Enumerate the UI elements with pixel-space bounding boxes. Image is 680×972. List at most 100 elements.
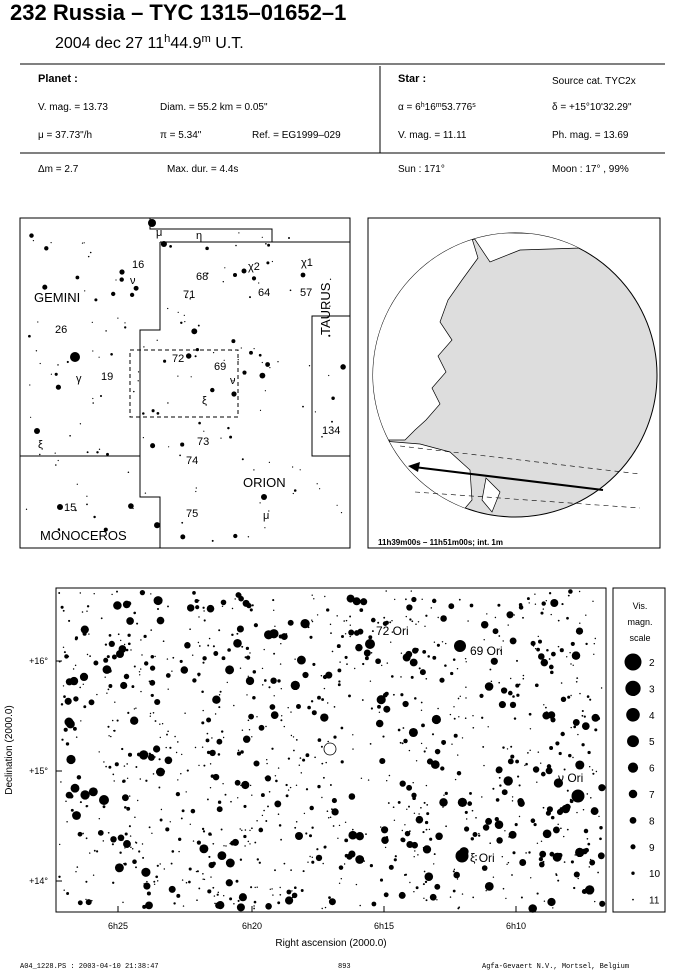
star	[127, 711, 130, 714]
star	[393, 819, 396, 821]
star	[216, 893, 219, 896]
star	[159, 863, 161, 865]
star	[331, 808, 339, 816]
finder-label: ν	[230, 375, 236, 387]
star	[233, 639, 242, 648]
star	[325, 761, 327, 764]
star	[510, 745, 513, 748]
star	[112, 773, 115, 776]
star	[246, 694, 248, 696]
star	[258, 861, 261, 864]
star	[546, 711, 548, 713]
star	[594, 637, 597, 640]
star	[456, 770, 462, 776]
star	[57, 459, 59, 462]
star	[453, 717, 456, 720]
star	[63, 651, 66, 654]
star	[280, 642, 282, 645]
star	[453, 706, 455, 708]
star	[160, 240, 167, 248]
star	[445, 825, 447, 828]
delta-mag: Δm = 2.7	[38, 164, 79, 175]
star	[418, 667, 421, 670]
star	[76, 483, 78, 485]
star	[127, 752, 133, 757]
star	[444, 791, 448, 795]
star	[225, 845, 227, 847]
star	[594, 900, 596, 903]
star-delta: δ = +15°10'32.29"	[552, 102, 632, 113]
star	[294, 658, 296, 660]
star	[205, 246, 209, 251]
star	[163, 868, 166, 870]
finder-label: 26	[55, 324, 67, 336]
star	[367, 779, 370, 781]
star	[227, 426, 230, 430]
star	[123, 862, 127, 866]
star	[231, 633, 234, 637]
star	[105, 765, 107, 768]
star	[449, 713, 452, 716]
star	[142, 437, 144, 439]
star	[538, 653, 545, 660]
star	[408, 749, 411, 752]
star	[128, 503, 134, 509]
star	[357, 628, 364, 635]
star	[403, 738, 408, 744]
star	[68, 793, 74, 799]
star	[251, 604, 254, 607]
star	[93, 593, 95, 595]
star	[122, 779, 126, 783]
star	[230, 800, 232, 803]
star	[402, 700, 409, 708]
star	[55, 464, 57, 466]
star	[597, 871, 599, 874]
star	[243, 804, 247, 808]
star	[375, 658, 381, 665]
star	[265, 725, 267, 728]
star	[239, 828, 241, 830]
star	[389, 621, 392, 624]
star	[208, 855, 211, 858]
star	[331, 650, 334, 653]
star	[256, 886, 258, 888]
star	[512, 851, 516, 855]
star	[526, 597, 530, 601]
field-box	[129, 349, 239, 418]
star	[572, 756, 574, 759]
star-label: 69 Ori	[470, 644, 503, 658]
star	[243, 834, 247, 839]
star	[58, 592, 61, 594]
star	[508, 690, 513, 696]
target-star	[323, 742, 337, 756]
star	[198, 887, 201, 890]
star	[288, 237, 290, 239]
star	[254, 886, 256, 889]
star	[129, 292, 135, 298]
star	[66, 892, 70, 895]
star	[245, 646, 250, 651]
star	[437, 616, 439, 619]
star	[113, 729, 115, 732]
planet-diam: Diam. = 55.2 km = 0.05"	[160, 102, 268, 113]
star	[418, 813, 420, 815]
star	[484, 682, 494, 691]
star	[150, 443, 156, 449]
star	[221, 656, 226, 661]
star	[328, 898, 336, 906]
star	[502, 746, 505, 749]
star	[145, 901, 153, 910]
star	[253, 348, 255, 350]
star	[54, 452, 56, 454]
star	[74, 664, 77, 667]
star	[274, 800, 282, 808]
star	[134, 816, 136, 818]
star	[327, 816, 330, 819]
star	[589, 858, 592, 861]
star	[550, 598, 559, 608]
star	[85, 899, 92, 906]
star	[196, 870, 199, 873]
star	[431, 598, 437, 604]
star	[233, 704, 235, 707]
star	[563, 861, 566, 863]
